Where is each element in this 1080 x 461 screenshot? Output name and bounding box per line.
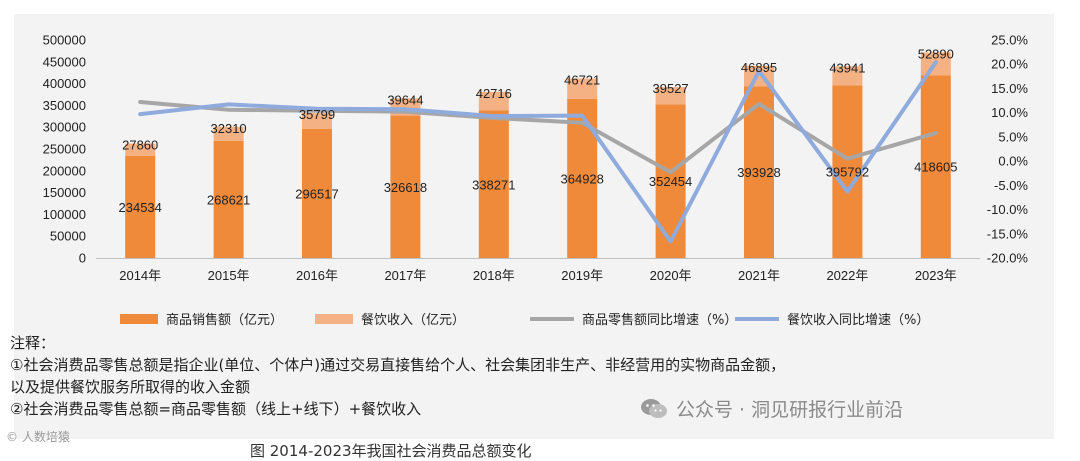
bar-goods-label-7: 393928 [737,165,780,180]
right-y-tick-label-6: 10.0% [991,105,1028,120]
legend-swatch-0 [120,314,158,324]
notes-header: 注释： [10,334,56,352]
left-y-tick-label-10: 500000 [43,33,86,48]
watermark-text: 公众号 · 洞见研报行业前沿 [676,399,904,421]
plot-panel [14,14,1054,439]
legend: 商品销售额（亿元） 餐饮收入（亿元） 商品零售额同比增速（%） 餐饮收入同比增速（%） [120,312,929,328]
bar-catering-6 [655,87,686,105]
left-y-tick-label-3: 150000 [43,185,86,200]
bar-catering-8 [832,66,863,86]
legend-label-1: 餐饮收入（亿元） [361,312,465,328]
legend-label-3: 餐饮收入同比增速（%） [787,312,929,328]
left-y-tick-label-4: 200000 [43,163,86,178]
x-tick-label-7: 2021年 [738,268,780,283]
bar-catering-5 [567,78,598,99]
bar-catering-1 [213,126,244,141]
bar-catering-label-9: 52890 [918,46,954,61]
line-catering-growth [138,60,938,244]
legend-swatch-1 [315,314,353,324]
left-y-tick-label-1: 50000 [50,229,86,244]
right-y-tick-label-4: 0.0% [998,154,1028,169]
x-axis: 2014年 2015年 2016年 2017年 2018年 2019年 2020年 2021年… [96,258,980,283]
bar-catering-label-0: 27860 [122,138,158,153]
bar-catering-label-1: 32310 [211,121,247,136]
bar-goods-0 [125,155,156,258]
x-tick-label-5: 2019年 [561,268,603,283]
left-y-tick-label-8: 400000 [43,76,86,91]
x-tick-label-1: 2015年 [208,268,250,283]
notes: 注释： ①社会消费品零售总额是指企业(单位、个体户)通过交易直接售给个人、社会集… [10,332,1070,420]
x-tick-label-2: 2016年 [296,268,338,283]
x-tick-label-9: 2023年 [915,268,957,283]
bar-goods-label-8: 395792 [826,165,869,180]
right-y-axis: -20.0% -15.0% -10.0% -5.0% 0.0% 5.0% 10.0% 15.0… [987,33,1029,266]
right-y-tick-label-8: 20.0% [991,57,1028,72]
bar-goods-9 [920,75,951,258]
x-tick-label-6: 2020年 [650,268,692,283]
bar-goods-4 [478,110,509,258]
line-goods-growth [138,100,938,175]
bar-catering-2 [302,113,332,129]
bar-catering-label-4: 42716 [476,86,512,101]
watermark: 公众号 · 洞见研报行业前沿 [640,395,903,422]
bar-goods-1 [213,140,244,258]
bar-goods-label-4: 338271 [472,177,515,192]
bar-catering-label-7: 46895 [741,60,777,75]
bar-goods-label-5: 364928 [561,171,604,186]
notes-line-2: 以及提供餐饮服务所取得的收入金额 [10,378,251,396]
bar-catering-0 [125,143,156,156]
bar-goods-2 [302,128,332,258]
lines [138,60,938,244]
corner-mark: © 人数培猿 [6,430,70,444]
right-y-tick-label-2: -10.0% [987,202,1029,217]
bars [125,52,951,259]
bar-goods-5 [567,98,598,259]
bar-goods-8 [832,85,863,258]
bar-goods-7 [744,86,774,258]
legend-label-2: 商品零售额同比增速（%） [582,312,737,328]
bar-goods-3 [390,115,421,259]
left-y-tick-label-0: 0 [79,251,86,266]
bar-goods-6 [655,104,686,259]
bar-goods-label-2: 296517 [295,186,338,201]
bar-goods-label-6: 352454 [649,174,692,189]
wechat-icon [641,398,667,418]
x-tick-label-3: 2017年 [384,268,426,283]
bar-catering-4 [478,91,509,111]
right-y-tick-label-9: 25.0% [991,33,1028,48]
right-y-tick-label-7: 15.0% [991,81,1028,96]
bar-labels: 234534 27860 268621 32310 296517 35799 326618 3… [119,46,958,214]
right-y-tick-label-3: -5.0% [994,178,1028,193]
bar-catering-label-8: 43941 [829,60,865,75]
bar-catering-label-3: 39644 [387,92,423,107]
left-y-tick-label-6: 300000 [43,120,86,135]
bar-catering-label-2: 35799 [299,107,335,122]
notes-line-3: ②社会消费品零售总额=商品零售额（线上+线下）+餐饮收入 [10,400,422,418]
figure-caption: 图 2014-2023年我国社会消费品总额变化 [250,442,532,460]
legend-label-0: 商品销售额（亿元） [166,312,283,328]
bar-catering-label-6: 39527 [653,81,689,96]
bar-goods-label-1: 268621 [207,192,250,207]
left-y-tick-label-7: 350000 [43,98,86,113]
bar-goods-label-0: 234534 [119,200,162,215]
right-y-tick-label-5: 5.0% [998,129,1028,144]
notes-line-1: ①社会消费品零售总额是指企业(单位、个体户)通过交易直接售给个人、社会集团非生产… [10,356,786,374]
left-y-tick-label-2: 100000 [43,207,86,222]
bar-goods-label-9: 418605 [914,160,957,175]
x-tick-label-8: 2022年 [826,268,868,283]
left-y-axis: 0 50000 100000 150000 200000 250000 300000 3500… [43,33,86,266]
x-tick-label-4: 2018年 [473,268,515,283]
bar-catering-label-5: 46721 [564,73,600,88]
x-tick-label-0: 2014年 [119,268,161,283]
right-y-tick-label-1: -15.0% [987,226,1029,241]
chart: 0 50000 100000 150000 200000 250000 300000 3500… [43,33,1029,329]
left-y-tick-label-5: 250000 [43,142,86,157]
right-y-tick-label-0: -20.0% [987,251,1029,266]
bar-goods-label-3: 326618 [384,180,427,195]
left-y-tick-label-9: 450000 [43,54,86,69]
